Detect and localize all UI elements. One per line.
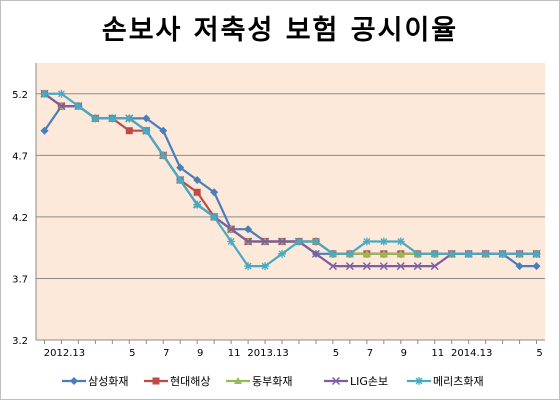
data-point-series-5 [464, 249, 473, 258]
data-point-series-5 [142, 126, 151, 135]
data-point-series-5 [379, 237, 388, 246]
legend-swatch [226, 377, 250, 384]
data-point-series-5 [159, 151, 168, 160]
legend-swatch [324, 377, 348, 385]
data-point-series-5 [515, 249, 524, 258]
data-point-series-5 [430, 249, 439, 258]
x-tick-label: 9 [197, 348, 203, 359]
legend-swatch [62, 377, 86, 385]
data-point-series-5 [57, 89, 66, 98]
legend-label: 메리츠화재 [433, 375, 484, 388]
data-point-series-5 [311, 237, 320, 246]
legend-marker [152, 377, 160, 385]
legend-label: LIG손보 [350, 375, 389, 388]
legend-label: 삼성화재 [88, 375, 129, 388]
data-point-series-4 [413, 262, 422, 271]
data-point-series-1 [142, 114, 151, 123]
y-tick-label: 3.2 [12, 336, 28, 347]
x-tick-label: 2014.13 [451, 348, 492, 359]
data-point-series-4 [430, 262, 439, 271]
y-tick-label: 4.2 [12, 213, 28, 224]
data-point-series-4 [345, 262, 354, 271]
data-point-series-5 [498, 249, 507, 258]
y-tick-label: 5.2 [12, 90, 28, 101]
legend-marker [332, 377, 340, 385]
data-point-series-5 [532, 249, 541, 258]
data-point-series-5 [91, 114, 100, 123]
data-point-series-4 [379, 262, 388, 271]
data-point-series-5 [396, 237, 405, 246]
data-point-series-3 [379, 249, 388, 257]
data-point-series-4 [328, 262, 337, 271]
data-point-series-4 [396, 262, 405, 271]
data-point-series-4 [261, 237, 270, 246]
legend-label: 현대해상 [170, 375, 211, 388]
y-tick-label: 4.7 [12, 151, 28, 162]
data-point-series-4 [278, 237, 287, 246]
data-point-series-5 [108, 114, 117, 123]
chart-title: 손보사 저축성 보험 공시이율 [101, 15, 459, 46]
x-tick-label: 5 [536, 348, 542, 359]
data-point-series-1 [40, 126, 49, 135]
data-point-series-5 [244, 262, 253, 271]
data-point-series-5 [74, 102, 83, 111]
x-tick-label: 9 [401, 348, 407, 359]
legend-item: 현대해상 [142, 371, 210, 391]
data-point-series-1 [515, 262, 524, 271]
data-point-series-2 [193, 188, 201, 196]
legend-item: LIG손보 [322, 371, 388, 391]
y-tick-label: 3.7 [12, 274, 28, 285]
data-point-series-5 [447, 249, 456, 258]
data-point-series-1 [176, 163, 185, 172]
data-point-series-1 [210, 188, 219, 197]
legend-item: 동부화재 [224, 371, 292, 391]
data-point-series-5 [278, 249, 287, 258]
data-point-series-5 [176, 175, 185, 184]
data-point-series-5 [227, 237, 236, 246]
data-point-series-5 [261, 262, 270, 271]
data-point-series-5 [481, 249, 490, 258]
x-tick-label: 7 [367, 348, 373, 359]
data-point-series-2 [125, 127, 133, 135]
x-tick-label: 2012.13 [44, 348, 85, 359]
legend-marker [70, 377, 78, 385]
legend-item: 삼성화재 [60, 371, 128, 391]
legend-marker [415, 377, 423, 385]
data-point-series-4 [57, 102, 66, 111]
data-point-series-4 [244, 237, 253, 246]
data-point-series-1 [532, 262, 541, 271]
data-point-series-4 [311, 249, 320, 258]
x-tick-label: 2013.13 [247, 348, 288, 359]
data-point-series-1 [159, 126, 168, 135]
data-point-series-5 [294, 237, 303, 246]
data-point-series-5 [345, 249, 354, 258]
legend-swatch [407, 377, 431, 385]
data-point-series-5 [413, 249, 422, 258]
data-point-series-5 [210, 212, 219, 221]
plot-area [36, 63, 545, 340]
data-point-series-5 [125, 114, 134, 123]
data-point-series-3 [396, 249, 405, 257]
legend-marker [234, 377, 242, 384]
legend-item: 메리츠화재 [405, 371, 484, 391]
data-point-series-5 [193, 200, 202, 209]
x-tick-label: 5 [333, 348, 339, 359]
x-tick-label: 11 [228, 348, 241, 359]
data-point-series-5 [362, 237, 371, 246]
data-point-series-1 [193, 175, 202, 184]
data-point-series-4 [362, 262, 371, 271]
legend-label: 동부화재 [252, 375, 293, 388]
data-point-series-1 [244, 225, 253, 234]
legend-swatch [144, 377, 168, 385]
x-tick-label: 7 [163, 348, 169, 359]
x-tick-label: 5 [129, 348, 135, 359]
data-point-series-4 [227, 225, 236, 234]
x-tick-label: 11 [431, 348, 444, 359]
data-point-series-5 [40, 89, 49, 98]
data-point-series-3 [362, 249, 371, 257]
chart-legend: 삼성화재 현대해상 동부화재 LIG손보 메리츠화재 [0, 371, 560, 391]
data-point-series-5 [328, 249, 337, 258]
